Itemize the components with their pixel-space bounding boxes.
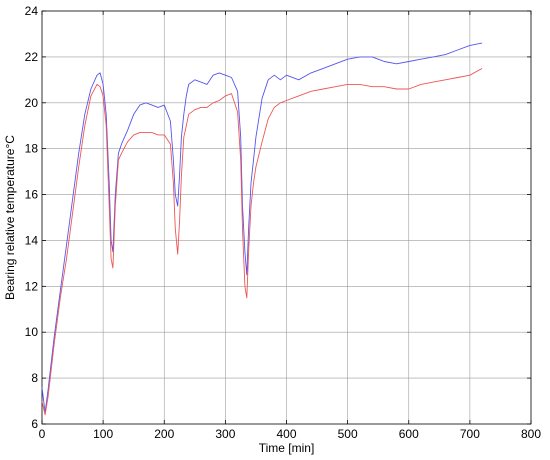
x-tick-label: 200 xyxy=(154,427,174,441)
y-tick-label: 10 xyxy=(25,325,39,339)
y-tick-label: 12 xyxy=(25,279,39,293)
series-lines xyxy=(41,42,483,416)
y-tick-label: 24 xyxy=(25,4,39,18)
y-tick-label: 8 xyxy=(31,371,38,385)
x-tick-label: 300 xyxy=(215,427,235,441)
y-tick-label: 18 xyxy=(25,142,39,156)
y-tick-label: 14 xyxy=(25,233,39,247)
y-tick-label: 6 xyxy=(31,417,38,431)
y-axis-ticks: 6 8 10 12 14 16 18 20 22 24 xyxy=(25,4,531,431)
x-tick-label: 500 xyxy=(338,427,358,441)
x-tick-label: 100 xyxy=(93,427,113,441)
y-tick-label: 22 xyxy=(25,50,39,64)
x-tick-label: 700 xyxy=(460,427,480,441)
y-tick-label: 20 xyxy=(25,96,39,110)
series-line-1 xyxy=(41,42,483,413)
x-tick-label: 800 xyxy=(521,427,541,441)
y-axis-label: Bearing relative temperature°C xyxy=(3,135,17,300)
x-axis-ticks: 0 100 200 300 400 500 600 700 800 xyxy=(39,11,541,441)
x-tick-label: 600 xyxy=(399,427,419,441)
series-line-2 xyxy=(41,68,483,416)
y-tick-label: 16 xyxy=(25,188,39,202)
x-tick-label: 0 xyxy=(39,427,46,441)
x-tick-label: 400 xyxy=(276,427,296,441)
x-axis-label: Time [min] xyxy=(259,441,315,455)
